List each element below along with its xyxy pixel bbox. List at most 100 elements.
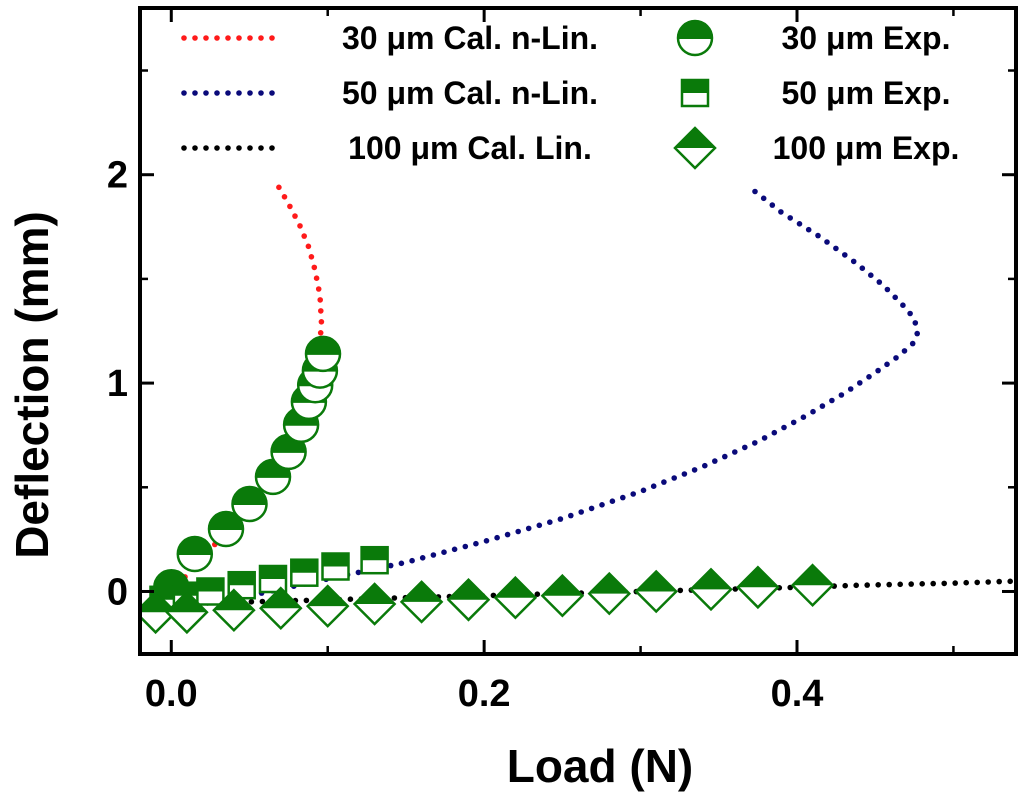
line-dot [909,340,916,347]
line-dot [914,330,920,337]
data-point [227,570,256,600]
data-point [689,567,733,612]
legend-line-dot [203,145,209,151]
line-dot [875,582,881,588]
legend-line-dot [236,35,242,41]
line-dot [287,203,293,210]
line-dot [815,232,821,239]
line-dot [810,408,816,415]
line-dot [259,598,266,605]
line-dot [974,579,980,586]
line-dot [847,386,854,392]
line-dot [930,580,936,587]
line-dot [833,245,839,252]
line-dot [752,440,758,446]
line-dot [760,195,767,202]
legend-line-dot [247,90,253,96]
line-dot [301,233,308,239]
line-dot [771,429,778,436]
plot-frame [138,6,1018,656]
line-dot [787,584,793,591]
line-dot [805,226,812,233]
legend-marker [673,126,717,170]
legend-label: 50 μm Exp. [782,75,951,111]
y-tick-label: 2 [107,155,128,197]
line-dot [462,543,469,550]
y-tick-label: 0 [107,571,128,613]
line-dot [864,582,870,588]
legend-line-dot [203,90,209,96]
series-6 [140,563,835,635]
legend-line-dot [181,90,187,96]
line-dot [318,319,325,325]
data-point [540,573,585,618]
line-dot [483,538,490,544]
line-dot [800,414,807,421]
line-dot [908,581,914,587]
line-dot [824,239,830,245]
legend-label: 100 μm Exp. [773,130,960,166]
line-dot [897,581,903,588]
legend-line-dot [225,90,231,96]
line-dot [315,286,322,292]
data-point [304,335,342,373]
line-dot [473,540,479,547]
data-point [352,582,397,626]
line-dot [901,348,908,354]
data-point [231,485,268,523]
line-dot [620,494,626,501]
line-dot [712,458,718,464]
line-dot [599,502,605,508]
x-tick-label: 0.0 [145,673,198,715]
line-dot [842,582,848,589]
line-dot [691,467,698,473]
legend-line-dot [269,35,275,41]
legend: 30 μm Cal. n-Lin. 50 μm Cal. n-Lin. 100 μm… [181,19,960,170]
x-axis-label: Load (N) [507,740,694,792]
x-tick-label: 0.4 [771,673,824,715]
legend-line-dot [258,145,264,151]
line-dot [875,367,881,374]
line-dot [347,596,354,602]
legend-line-dot [181,145,187,151]
legend-line-dot [192,145,198,151]
line-dot [650,483,657,490]
line-dot [317,297,324,303]
legend-line-dot [236,145,242,151]
data-point [446,578,491,622]
legend-line-dot [258,90,264,96]
line-dot [355,569,362,576]
series-2 [160,188,920,609]
legend-marker [676,19,714,57]
legend-line-dot [181,35,187,41]
line-dot [297,223,303,229]
line-dot [451,546,458,553]
line-dot [677,587,684,594]
data-point [493,575,538,620]
line-dot [313,275,320,282]
line-dot [796,221,803,227]
line-dot [398,560,405,567]
line-dot [391,595,398,601]
legend-line-dot [247,35,253,41]
legend-line-dot [269,90,275,96]
line-dot [588,505,595,512]
line-dot [868,272,874,279]
data-point [165,590,209,635]
line-dot [317,330,324,336]
line-dot [866,374,872,380]
line-dot [893,355,899,361]
data-point [321,552,350,581]
line-dot [859,265,866,272]
line-dot [419,555,426,561]
data-point [790,563,835,607]
line-dot [441,549,447,555]
line-dot [781,424,787,431]
legend-line-dot [214,90,220,96]
line-dot [681,471,688,477]
data-point [212,588,256,632]
line-dot [318,308,324,314]
line-dot [941,580,947,587]
legend-line-dot [247,145,253,151]
line-dot [829,397,835,404]
